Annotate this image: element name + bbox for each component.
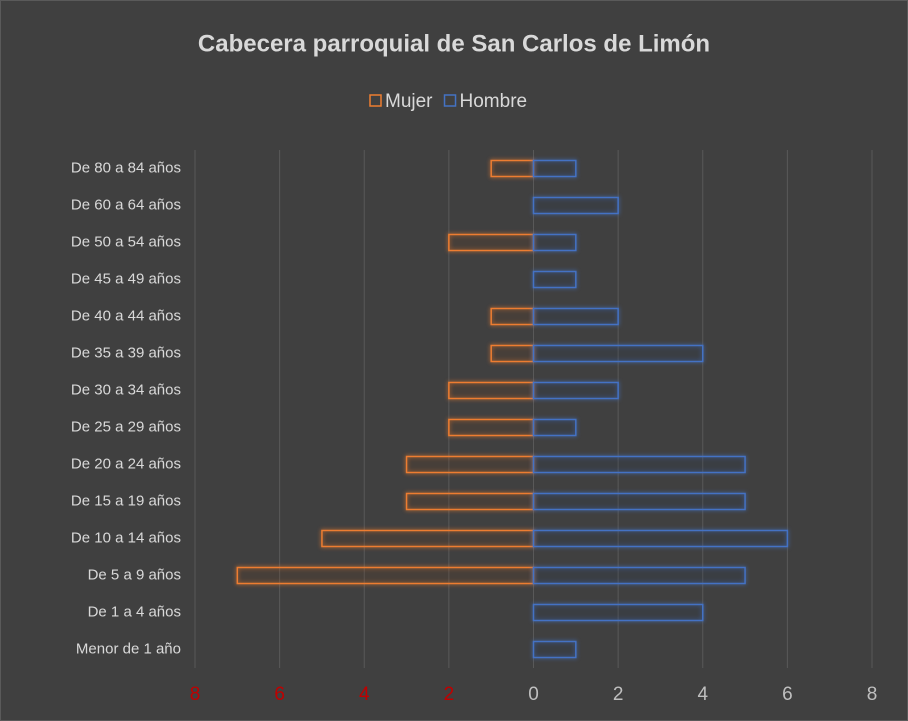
chart-title: Cabecera parroquial de San Carlos de Lim… xyxy=(198,30,710,57)
bar xyxy=(321,529,535,548)
bar xyxy=(490,159,535,178)
y-tick-label: De 10 a 14 años xyxy=(71,529,181,546)
bar xyxy=(532,159,577,178)
x-tick-label: 2 xyxy=(613,684,624,705)
bar xyxy=(490,344,535,363)
y-tick-label: De 5 a 9 años xyxy=(88,566,181,583)
bar xyxy=(532,344,704,363)
y-tick-label: De 80 a 84 años xyxy=(71,159,181,176)
bar xyxy=(532,270,577,289)
y-tick-label: De 30 a 34 años xyxy=(71,381,181,398)
y-tick-label: De 20 a 24 años xyxy=(71,455,181,472)
x-tick-label: 8 xyxy=(190,684,201,705)
y-tick-label: De 35 a 39 años xyxy=(71,344,181,361)
bar xyxy=(405,492,535,511)
x-tick-label: 4 xyxy=(697,684,708,705)
bar xyxy=(448,233,535,252)
bar xyxy=(532,640,577,659)
bar xyxy=(532,455,746,474)
x-tick-label: 8 xyxy=(867,684,878,705)
y-tick-label: De 1 a 4 años xyxy=(88,603,181,620)
bar xyxy=(532,603,704,622)
y-tick-label: Menor de 1 año xyxy=(76,640,181,657)
bar xyxy=(448,381,535,400)
x-tick-label: 6 xyxy=(782,684,793,705)
bar xyxy=(532,492,746,511)
bar xyxy=(405,455,535,474)
y-tick-label: De 50 a 54 años xyxy=(71,233,181,250)
bar xyxy=(532,418,577,437)
x-tick-label: 2 xyxy=(444,684,455,705)
bar xyxy=(532,566,746,585)
legend-swatch xyxy=(369,94,382,107)
bar xyxy=(490,307,535,326)
bar xyxy=(532,307,619,326)
y-tick-label: De 45 a 49 años xyxy=(71,270,181,287)
legend-label: Hombre xyxy=(460,91,528,112)
bar xyxy=(236,566,535,585)
legend-label: Mujer xyxy=(385,91,433,112)
x-tick-label: 0 xyxy=(528,684,539,705)
bar xyxy=(532,529,789,548)
bar xyxy=(532,233,577,252)
x-tick-label: 4 xyxy=(359,684,370,705)
bar xyxy=(448,418,535,437)
y-tick-label: De 40 a 44 años xyxy=(71,307,181,324)
bar xyxy=(532,196,619,215)
y-tick-label: De 60 a 64 años xyxy=(71,196,181,213)
y-tick-label: De 15 a 19 años xyxy=(71,492,181,509)
y-tick-label: De 25 a 29 años xyxy=(71,418,181,435)
x-tick-label: 6 xyxy=(274,684,285,705)
legend-swatch xyxy=(443,94,457,107)
bar xyxy=(532,381,619,400)
